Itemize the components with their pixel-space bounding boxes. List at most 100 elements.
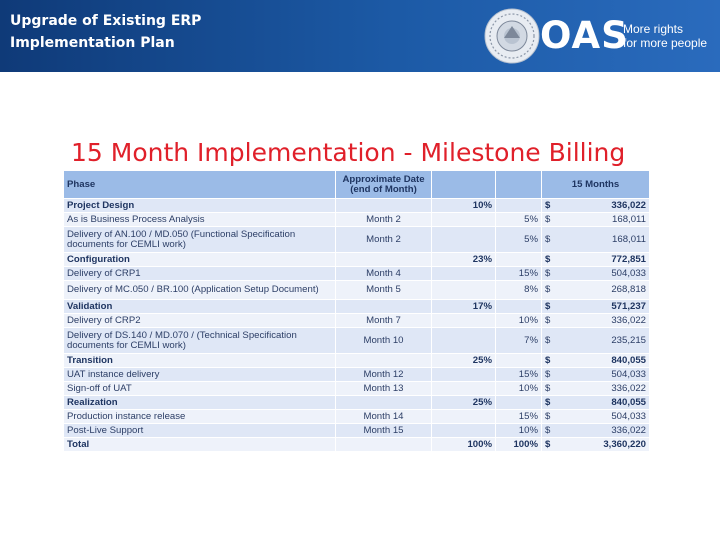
header-title-line2: Implementation Plan: [10, 35, 175, 51]
phase-row: Total 100% 100% $3,360,220: [63, 437, 650, 452]
milestone-label: As is Business Process Analysis: [63, 212, 336, 227]
milestone-table: Phase Approximate Date (end of Month) 15…: [63, 170, 650, 452]
phase-percent: 100%: [431, 437, 496, 452]
item-percent: 10%: [495, 423, 542, 438]
currency-symbol: $: [545, 396, 551, 408]
milestone-label: Configuration: [63, 252, 336, 267]
currency-symbol: $: [545, 334, 551, 346]
amount-cell: $772,851: [541, 252, 650, 267]
approx-date: [335, 353, 432, 368]
item-percent: [495, 395, 542, 410]
currency-symbol: $: [545, 354, 551, 366]
milestone-label: Delivery of MC.050 / BR.100 (Application…: [63, 280, 336, 300]
currency-symbol: $: [545, 267, 551, 279]
milestone-label: Project Design: [63, 198, 336, 213]
table-row: Post-Live Support Month 15 10% $336,022: [63, 423, 650, 438]
item-percent: 10%: [495, 381, 542, 396]
item-percent: 10%: [495, 313, 542, 328]
milestone-label: Production instance release: [63, 409, 336, 424]
amount-value: 336,022: [611, 424, 646, 436]
milestone-label: Transition: [63, 353, 336, 368]
approx-date: Month 14: [335, 409, 432, 424]
approx-date: Month 4: [335, 266, 432, 281]
phase-percent: [431, 266, 496, 281]
phase-percent: [431, 313, 496, 328]
amount-cell: $571,237: [541, 299, 650, 314]
phase-percent: 25%: [431, 353, 496, 368]
amount-cell: $504,033: [541, 266, 650, 281]
phase-percent: [431, 367, 496, 382]
tagline-line2: for more people: [623, 36, 708, 50]
header-blank-2: [495, 170, 542, 199]
approx-date: Month 10: [335, 327, 432, 354]
currency-symbol: $: [545, 424, 551, 436]
currency-symbol: $: [545, 300, 551, 312]
amount-cell: $3,360,220: [541, 437, 650, 452]
table-row: Production instance release Month 14 15% $5…: [63, 409, 650, 424]
item-percent: [495, 353, 542, 368]
oas-seal-icon: [484, 8, 540, 64]
item-percent: 15%: [495, 409, 542, 424]
phase-percent: 10%: [431, 198, 496, 213]
phase-row: Project Design 10% $336,022: [63, 198, 650, 213]
phase-percent: [431, 327, 496, 354]
phase-percent: 25%: [431, 395, 496, 410]
currency-symbol: $: [545, 368, 551, 380]
currency-symbol: $: [545, 314, 551, 326]
item-percent: 100%: [495, 437, 542, 452]
header-banner: Upgrade of Existing ERP Implementation P…: [0, 0, 720, 72]
phase-percent: [431, 212, 496, 227]
item-percent: [495, 198, 542, 213]
phase-row: Transition 25% $840,055: [63, 353, 650, 368]
header-blank-1: [431, 170, 496, 199]
approx-date: [335, 198, 432, 213]
milestone-label: Delivery of DS.140 / MD.070 / (Technical…: [63, 327, 336, 354]
amount-cell: $168,011: [541, 212, 650, 227]
item-percent: [495, 299, 542, 314]
tagline-line1: More rights: [623, 22, 684, 36]
approx-date: Month 13: [335, 381, 432, 396]
currency-symbol: $: [545, 253, 551, 265]
milestone-label: Post-Live Support: [63, 423, 336, 438]
milestone-label: Delivery of CRP1: [63, 266, 336, 281]
amount-value: 571,237: [611, 300, 646, 312]
amount-value: 840,055: [611, 396, 646, 408]
slide-title: 15 Month Implementation - Milestone Bill…: [71, 138, 626, 167]
amount-value: 504,033: [611, 267, 646, 279]
item-percent: 5%: [495, 212, 542, 227]
table-body: Project Design 10% $336,022 As is Business …: [63, 198, 650, 452]
brand-tagline: More rights for more people: [623, 22, 715, 50]
phase-percent: [431, 226, 496, 253]
approx-date: Month 15: [335, 423, 432, 438]
table-header-row: Phase Approximate Date (end of Month) 15…: [63, 170, 650, 199]
item-percent: [495, 252, 542, 267]
currency-symbol: $: [545, 199, 551, 211]
phase-percent: [431, 409, 496, 424]
amount-cell: $504,033: [541, 409, 650, 424]
approx-date: Month 5: [335, 280, 432, 300]
header-date: Approximate Date (end of Month): [335, 170, 432, 199]
header-total: 15 Months: [541, 170, 650, 199]
table-row: Delivery of CRP2 Month 7 10% $336,022: [63, 313, 650, 328]
amount-value: 504,033: [611, 368, 646, 380]
phase-percent: [431, 280, 496, 300]
milestone-label: Delivery of AN.100 / MD.050 (Functional …: [63, 226, 336, 253]
currency-symbol: $: [545, 438, 551, 450]
phase-row: Realization 25% $840,055: [63, 395, 650, 410]
approx-date: [335, 437, 432, 452]
amount-value: 336,022: [611, 199, 646, 211]
approx-date: Month 7: [335, 313, 432, 328]
milestone-label: Realization: [63, 395, 336, 410]
amount-value: 235,215: [611, 334, 646, 346]
table-row: UAT instance delivery Month 12 15% $504,033: [63, 367, 650, 382]
amount-cell: $235,215: [541, 327, 650, 354]
currency-symbol: $: [545, 284, 551, 295]
amount-value: 3,360,220: [603, 438, 646, 450]
item-percent: 7%: [495, 327, 542, 354]
table-row: As is Business Process Analysis Month 2 5%…: [63, 212, 650, 227]
amount-value: 772,851: [611, 253, 646, 265]
phase-row: Configuration 23% $772,851: [63, 252, 650, 267]
item-percent: 15%: [495, 367, 542, 382]
amount-cell: $268,818: [541, 280, 650, 300]
approx-date: Month 12: [335, 367, 432, 382]
